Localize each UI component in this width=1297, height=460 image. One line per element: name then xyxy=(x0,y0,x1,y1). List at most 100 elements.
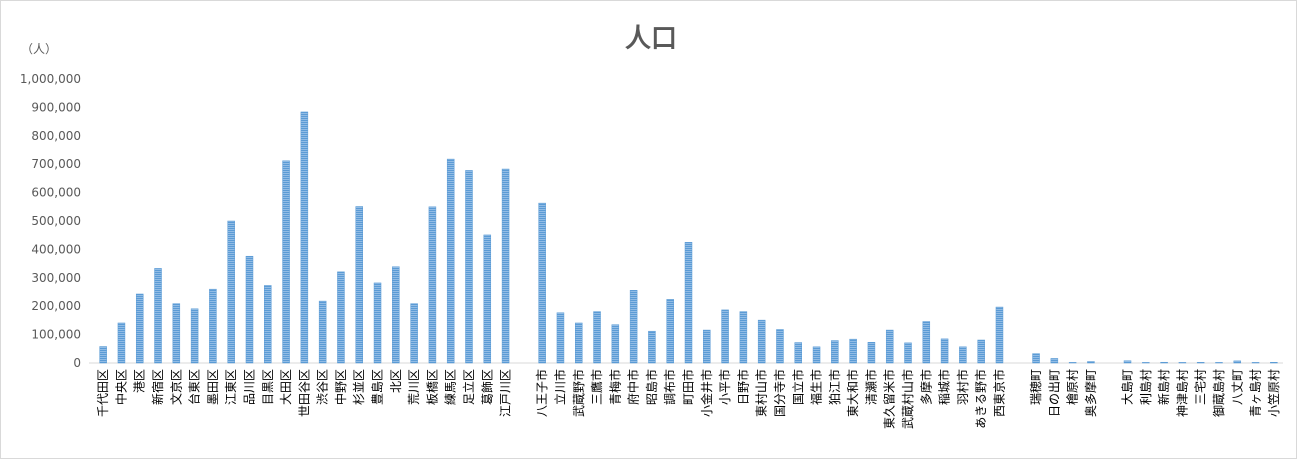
category-label: 千代田区 xyxy=(96,369,110,417)
category-label: 渋谷区 xyxy=(316,369,330,405)
category-label: 大田区 xyxy=(279,369,293,405)
category-label: 小笠原村 xyxy=(1266,369,1281,417)
category-label: 多摩市 xyxy=(918,369,933,405)
category-label: 狛江市 xyxy=(827,369,842,405)
category-label: 練馬区 xyxy=(444,369,458,405)
y-tick-label: 100,000 xyxy=(31,328,81,342)
bar-大田区 xyxy=(282,160,290,364)
category-label: 新宿区 xyxy=(150,369,165,405)
category-label: 清瀬市 xyxy=(863,369,878,405)
category-label: 羽村市 xyxy=(955,369,970,405)
category-label: 稲城市 xyxy=(937,369,952,405)
category-label: 東大和市 xyxy=(845,369,860,417)
bar-羽村市 xyxy=(959,346,967,364)
bar-板橋区 xyxy=(428,206,437,364)
bar-文京区 xyxy=(172,303,181,364)
y-tick-label: 0 xyxy=(73,356,81,370)
bar-日の出町 xyxy=(1050,358,1059,364)
category-label: 昭島市 xyxy=(644,369,659,405)
category-label: 港区 xyxy=(133,369,147,393)
bar-八王子市 xyxy=(538,202,546,364)
category-label: あきる野市 xyxy=(973,369,988,429)
y-tick-label: 900,000 xyxy=(31,100,81,114)
bar-西東京市 xyxy=(995,306,1004,364)
bar-葛飾区 xyxy=(483,234,492,364)
bar-港区 xyxy=(135,293,144,364)
bar-奥多摩町 xyxy=(1087,361,1095,364)
bar-神津島村 xyxy=(1178,362,1187,364)
chart-title: 人口 xyxy=(625,24,677,54)
bar-多摩市 xyxy=(922,321,931,364)
category-label: 文京区 xyxy=(168,369,183,405)
category-label: 日の出町 xyxy=(1047,369,1061,417)
bar-瑞穂町 xyxy=(1032,353,1040,364)
category-label: 江東区 xyxy=(224,369,238,405)
bar-町田市 xyxy=(684,242,693,364)
category-label: 国立市 xyxy=(790,369,805,405)
bar-練馬区 xyxy=(446,158,455,364)
bar-御蔵島村 xyxy=(1215,362,1223,364)
bar-足立区 xyxy=(465,170,473,364)
bar-目黒区 xyxy=(264,285,272,364)
bar-大島町 xyxy=(1123,360,1132,364)
bar-東久留米市 xyxy=(885,329,894,364)
bar-小金井市 xyxy=(703,329,711,364)
bar-青梅市 xyxy=(611,324,620,364)
bar-武蔵村山市 xyxy=(904,342,912,364)
category-label: 板橋区 xyxy=(425,369,439,405)
bar-千代田区 xyxy=(99,346,107,364)
category-label: 小平市 xyxy=(717,369,732,405)
category-label: 墨田区 xyxy=(206,369,220,405)
category-label: 神津島村 xyxy=(1174,369,1189,417)
category-label: 武蔵村山市 xyxy=(900,369,915,429)
bar-福生市 xyxy=(812,346,821,364)
bar-三鷹市 xyxy=(593,311,601,364)
y-tick-label: 300,000 xyxy=(31,271,81,285)
y-axis-unit-label: （人） xyxy=(21,42,57,56)
category-label: 西東京市 xyxy=(991,369,1006,417)
bar-新宿区 xyxy=(154,268,162,364)
bar-渋谷区 xyxy=(318,300,327,364)
category-label: 東久留米市 xyxy=(882,369,897,429)
category-label: 日野市 xyxy=(735,369,750,405)
category-label: 武蔵野市 xyxy=(571,369,586,417)
bar-series xyxy=(99,111,1278,364)
y-tick-label: 600,000 xyxy=(31,186,81,200)
bar-小平市 xyxy=(721,309,729,364)
category-label: 奥多摩町 xyxy=(1083,369,1098,417)
bar-府中市 xyxy=(629,290,638,364)
category-label: 国分寺市 xyxy=(772,369,787,417)
y-tick-label: 1,000,000 xyxy=(20,72,81,86)
bar-檜原村 xyxy=(1068,362,1077,364)
bar-品川区 xyxy=(245,255,254,364)
bar-江東区 xyxy=(227,220,235,364)
bar-あきる野市 xyxy=(977,339,985,364)
category-label: 台東区 xyxy=(187,369,202,405)
category-label: 東村山市 xyxy=(754,369,769,417)
category-label: 青梅市 xyxy=(607,369,622,405)
bar-東村山市 xyxy=(757,319,766,364)
bar-清瀬市 xyxy=(867,342,876,364)
bar-日野市 xyxy=(739,311,748,364)
category-label: 青ヶ島村 xyxy=(1248,369,1263,417)
category-label: 檜原村 xyxy=(1065,369,1080,405)
bar-青ヶ島村 xyxy=(1251,362,1260,364)
y-axis-ticks: 0 100,000 200,000 300,000 400,000 500,000 600,… xyxy=(20,72,81,370)
y-tick-label: 700,000 xyxy=(31,157,81,171)
category-label: 荒川区 xyxy=(407,369,421,405)
y-tick-label: 400,000 xyxy=(31,242,81,256)
category-label: 三鷹市 xyxy=(589,369,604,405)
category-label: 中野区 xyxy=(333,369,348,405)
category-label: 瑞穂町 xyxy=(1029,369,1043,405)
bar-立川市 xyxy=(556,312,565,364)
category-label: 府中市 xyxy=(626,369,641,405)
category-label: 大島町 xyxy=(1120,369,1135,405)
category-label: 町田市 xyxy=(681,369,696,405)
category-label: 調布市 xyxy=(662,369,677,405)
bar-台東区 xyxy=(190,308,199,364)
category-label: 豊島区 xyxy=(370,369,385,405)
bar-中野区 xyxy=(337,271,345,364)
bar-小笠原村 xyxy=(1270,362,1278,364)
